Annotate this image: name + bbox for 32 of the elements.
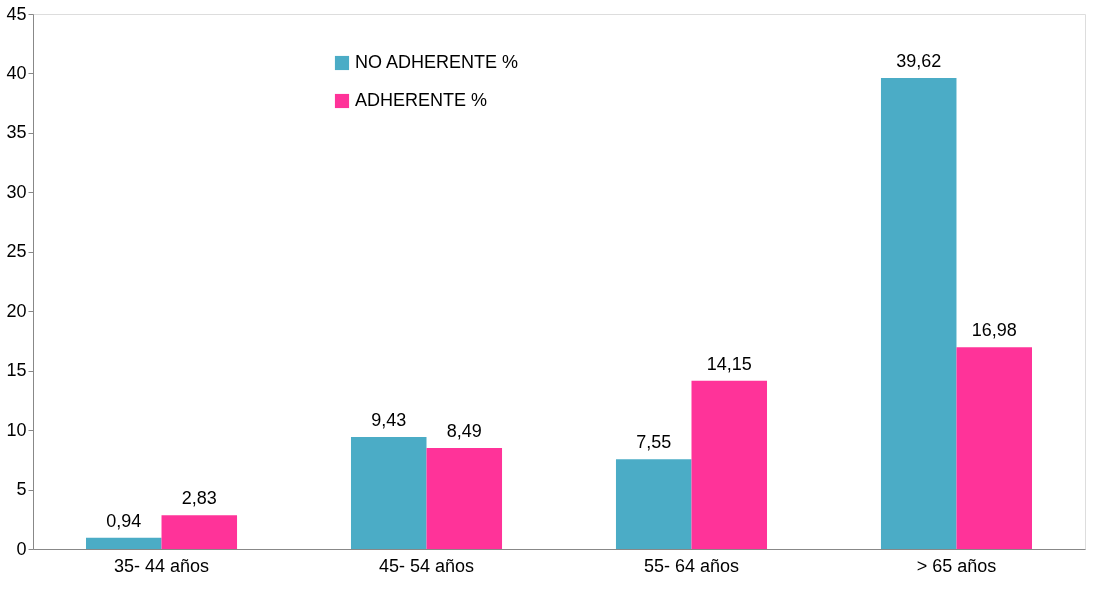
bar	[426, 448, 503, 549]
bar	[86, 537, 162, 549]
y-tick-label: 20	[6, 300, 27, 321]
data-label: 14,15	[706, 353, 752, 374]
y-tick-label: 5	[16, 479, 27, 500]
bar	[956, 347, 1032, 549]
y-tick-label: 25	[6, 241, 27, 262]
y-tick-label: 35	[6, 122, 27, 143]
legend-label: ADHERENTE %	[355, 90, 488, 110]
x-tick-label: 35- 44 años	[113, 555, 210, 576]
data-label: 2,83	[181, 488, 217, 509]
y-tick-label: 45	[6, 3, 27, 24]
data-label: 16,98	[971, 320, 1017, 341]
data-label: 8,49	[446, 421, 482, 442]
data-label: 9,43	[371, 409, 407, 430]
x-tick-label: 55- 64 años	[643, 555, 740, 576]
bar	[161, 515, 238, 549]
y-tick-label: 30	[6, 181, 27, 202]
data-label: 7,55	[636, 432, 672, 453]
data-label: 39,62	[896, 50, 942, 71]
x-tick-label: > 65 años	[916, 555, 997, 576]
y-tick-label: 15	[6, 360, 27, 381]
bar	[615, 459, 692, 549]
bar	[350, 436, 427, 549]
y-tick-label: 40	[6, 62, 27, 83]
legend-label: NO ADHERENTE %	[355, 52, 519, 72]
data-label: 0,94	[106, 510, 142, 531]
x-tick-label: 45- 54 años	[378, 555, 475, 576]
bar	[691, 380, 768, 549]
y-tick-label: 10	[6, 419, 27, 440]
y-tick-label: 0	[16, 538, 27, 559]
bar	[880, 77, 957, 549]
